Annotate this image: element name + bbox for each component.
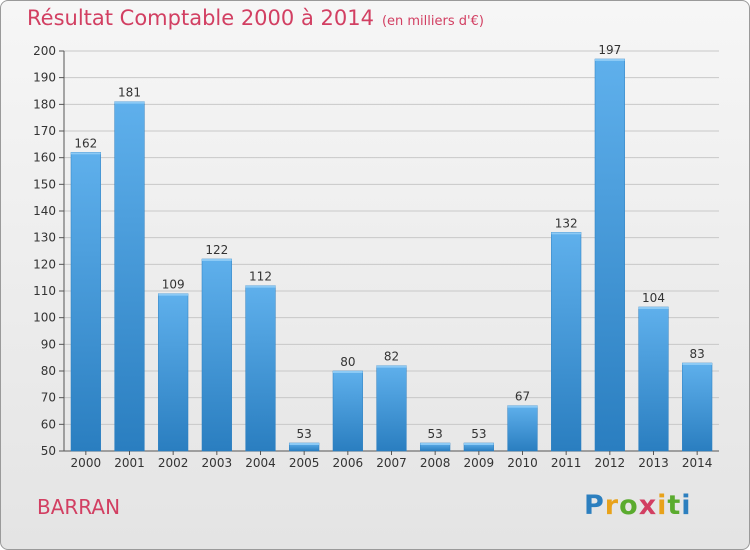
y-tick-label: 160 — [33, 151, 56, 165]
bar-top-highlight — [594, 59, 625, 61]
y-tick-label: 200 — [33, 44, 56, 58]
bar-top-highlight — [682, 363, 713, 365]
bars: 162 181 109 122 112 53 80 82 53 53 67 132 197 104 83 — [70, 43, 713, 452]
data-label: 122 — [205, 243, 228, 257]
y-tick-label: 100 — [33, 311, 56, 325]
x-axis-labels: 2000 2001 2002 2003 2004 2005 2006 2007 2008 2009… — [71, 451, 713, 470]
bar — [682, 362, 713, 452]
y-tick-label: 190 — [33, 71, 56, 85]
chart-title-text: Résultat Comptable 2000 à 2014 — [27, 6, 374, 30]
bar — [638, 306, 669, 452]
y-tick-label: 80 — [41, 364, 56, 378]
data-label: 162 — [74, 136, 97, 150]
logo-letter: o — [619, 490, 639, 521]
logo-letter: x — [638, 490, 658, 521]
y-tick-label: 150 — [33, 177, 56, 191]
bar-top-highlight — [245, 285, 276, 288]
bar — [245, 285, 276, 452]
y-tick-label: 110 — [33, 284, 56, 298]
logo-letter: r — [604, 490, 620, 521]
x-tick-label: 2009 — [464, 456, 495, 470]
logo-letter: t — [667, 490, 682, 521]
bar — [201, 258, 232, 452]
data-label: 82 — [384, 350, 399, 364]
x-tick-label: 2007 — [376, 456, 407, 470]
bar-top-highlight — [376, 365, 407, 368]
data-label: 53 — [471, 427, 486, 441]
bar — [376, 365, 407, 452]
data-label: 197 — [598, 43, 621, 57]
y-tick-label: 130 — [33, 231, 56, 245]
bar — [551, 232, 582, 452]
y-tick-label: 170 — [33, 124, 56, 138]
chart-title: Résultat Comptable 2000 à 2014 (en millie… — [27, 6, 484, 30]
bar — [114, 101, 145, 452]
x-tick-label: 2002 — [158, 456, 189, 470]
bar-top-highlight — [463, 443, 494, 445]
x-tick-label: 2006 — [333, 456, 364, 470]
data-label: 109 — [162, 278, 185, 292]
commune-name: BARRAN — [37, 495, 121, 519]
data-label: 104 — [642, 291, 665, 305]
data-label: 83 — [690, 347, 705, 361]
data-label: 53 — [297, 427, 312, 441]
data-label: 181 — [118, 86, 141, 100]
bar-top-highlight — [332, 371, 363, 373]
proxiti-logo: Proxiti — [584, 490, 692, 521]
bar — [594, 58, 625, 452]
bar — [507, 405, 538, 452]
bar-top-highlight — [420, 443, 451, 445]
logo-letter: i — [681, 490, 692, 521]
x-tick-label: 2013 — [638, 456, 669, 470]
data-label: 53 — [428, 427, 443, 441]
data-label: 67 — [515, 390, 530, 404]
x-tick-label: 2005 — [289, 456, 320, 470]
x-tick-label: 2008 — [420, 456, 451, 470]
bar — [332, 370, 363, 452]
bar-top-highlight — [638, 307, 669, 309]
bar — [158, 293, 189, 452]
y-tick-label: 50 — [41, 444, 56, 458]
data-label: 80 — [340, 355, 355, 369]
y-tick-label: 90 — [41, 337, 56, 351]
x-tick-label: 2010 — [507, 456, 538, 470]
data-label: 132 — [555, 216, 578, 230]
bar-top-highlight — [289, 443, 320, 445]
bar-top-highlight — [551, 232, 582, 235]
logo-letter: i — [657, 490, 668, 521]
x-tick-label: 2014 — [682, 456, 713, 470]
bar-top-highlight — [70, 152, 101, 155]
chart-subtitle: (en milliers d'€) — [381, 14, 484, 29]
x-tick-label: 2012 — [595, 456, 626, 470]
y-tick-label: 180 — [33, 97, 56, 111]
bar-top-highlight — [158, 293, 189, 296]
bar-top-highlight — [201, 259, 232, 261]
x-tick-label: 2000 — [71, 456, 102, 470]
x-tick-label: 2004 — [245, 456, 276, 470]
x-tick-label: 2001 — [114, 456, 145, 470]
y-tick-label: 70 — [41, 391, 56, 405]
data-label: 112 — [249, 270, 272, 284]
bar-top-highlight — [507, 405, 538, 408]
x-tick-label: 2011 — [551, 456, 582, 470]
bar — [70, 152, 101, 452]
bar-top-highlight — [114, 101, 145, 104]
y-tick-label: 60 — [41, 417, 56, 431]
x-tick-label: 2003 — [202, 456, 233, 470]
y-tick-label: 120 — [33, 257, 56, 271]
y-tick-label: 140 — [33, 204, 56, 218]
logo-letter: P — [584, 490, 605, 521]
